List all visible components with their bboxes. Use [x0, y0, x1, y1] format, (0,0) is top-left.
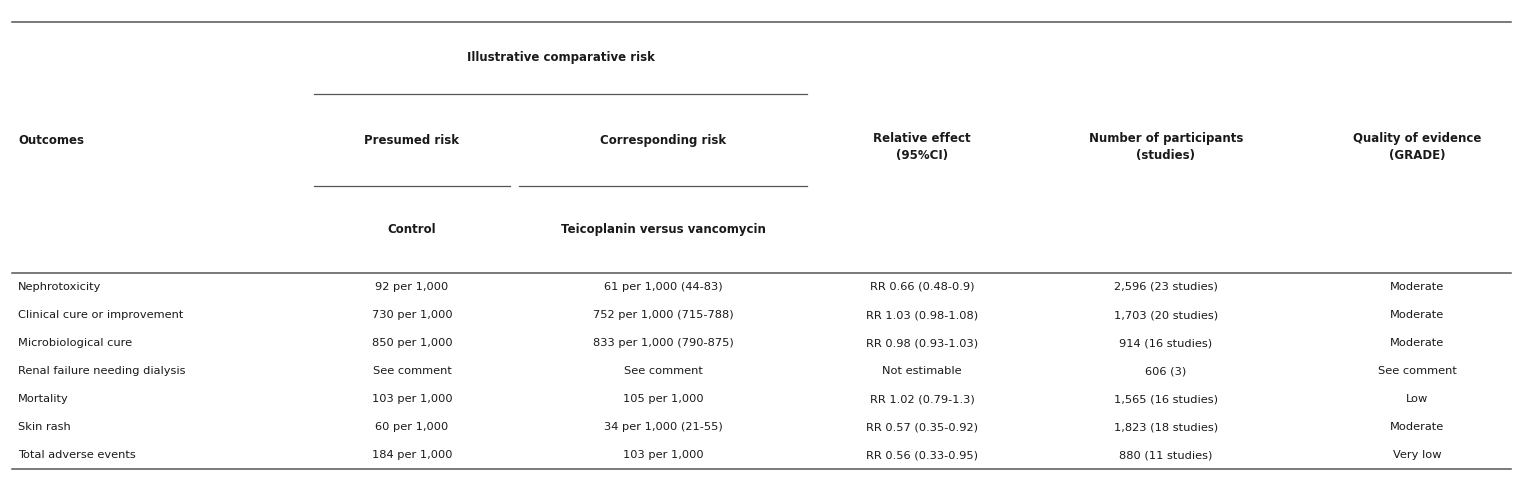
Text: RR 0.66 (0.48-0.9): RR 0.66 (0.48-0.9): [870, 282, 975, 292]
Text: Mortality: Mortality: [18, 394, 69, 404]
Text: 60 per 1,000: 60 per 1,000: [375, 422, 449, 432]
Text: RR 1.02 (0.79-1.3): RR 1.02 (0.79-1.3): [870, 394, 975, 404]
Text: Relative effect
(95%CI): Relative effect (95%CI): [873, 132, 972, 162]
Text: Renal failure needing dialysis: Renal failure needing dialysis: [18, 366, 186, 376]
Text: 103 per 1,000: 103 per 1,000: [623, 451, 704, 460]
Text: Control: Control: [388, 223, 436, 236]
Text: See comment: See comment: [373, 366, 451, 376]
Text: Total adverse events: Total adverse events: [18, 451, 136, 460]
Text: 92 per 1,000: 92 per 1,000: [375, 282, 449, 292]
Text: Presumed risk: Presumed risk: [364, 134, 460, 146]
Text: Moderate: Moderate: [1390, 310, 1444, 320]
Text: RR 0.98 (0.93-1.03): RR 0.98 (0.93-1.03): [867, 338, 978, 348]
Text: See comment: See comment: [624, 366, 702, 376]
Text: Not estimable: Not estimable: [882, 366, 963, 376]
Text: Outcomes: Outcomes: [18, 134, 84, 146]
Text: 103 per 1,000: 103 per 1,000: [372, 394, 452, 404]
Text: 730 per 1,000: 730 per 1,000: [372, 310, 452, 320]
Text: Very low: Very low: [1394, 451, 1441, 460]
Text: RR 1.03 (0.98-1.08): RR 1.03 (0.98-1.08): [867, 310, 978, 320]
Text: 105 per 1,000: 105 per 1,000: [623, 394, 704, 404]
Text: Moderate: Moderate: [1390, 338, 1444, 348]
Text: Nephrotoxicity: Nephrotoxicity: [18, 282, 102, 292]
Text: 61 per 1,000 (44-83): 61 per 1,000 (44-83): [605, 282, 722, 292]
Text: 34 per 1,000 (21-55): 34 per 1,000 (21-55): [605, 422, 722, 432]
Text: Moderate: Moderate: [1390, 282, 1444, 292]
Text: 914 (16 studies): 914 (16 studies): [1119, 338, 1212, 348]
Text: Low: Low: [1406, 394, 1429, 404]
Text: Clinical cure or improvement: Clinical cure or improvement: [18, 310, 184, 320]
Text: 880 (11 studies): 880 (11 studies): [1119, 451, 1212, 460]
Text: 606 (3): 606 (3): [1145, 366, 1186, 376]
Text: Quality of evidence
(GRADE): Quality of evidence (GRADE): [1352, 132, 1482, 162]
Text: RR 0.56 (0.33-0.95): RR 0.56 (0.33-0.95): [867, 451, 978, 460]
Text: Teicoplanin versus vancomycin: Teicoplanin versus vancomycin: [560, 223, 766, 236]
Text: Corresponding risk: Corresponding risk: [600, 134, 726, 146]
Text: See comment: See comment: [1378, 366, 1456, 376]
Text: 184 per 1,000: 184 per 1,000: [372, 451, 452, 460]
Text: 850 per 1,000: 850 per 1,000: [372, 338, 452, 348]
Text: Skin rash: Skin rash: [18, 422, 72, 432]
Text: RR 0.57 (0.35-0.92): RR 0.57 (0.35-0.92): [867, 422, 978, 432]
Text: 1,823 (18 studies): 1,823 (18 studies): [1113, 422, 1218, 432]
Text: Microbiological cure: Microbiological cure: [18, 338, 133, 348]
Text: 752 per 1,000 (715-788): 752 per 1,000 (715-788): [592, 310, 734, 320]
Text: 1,565 (16 studies): 1,565 (16 studies): [1113, 394, 1218, 404]
Text: Moderate: Moderate: [1390, 422, 1444, 432]
Text: 833 per 1,000 (790-875): 833 per 1,000 (790-875): [592, 338, 734, 348]
Text: Illustrative comparative risk: Illustrative comparative risk: [466, 52, 655, 64]
Text: 2,596 (23 studies): 2,596 (23 studies): [1113, 282, 1218, 292]
Text: Number of participants
(studies): Number of participants (studies): [1089, 132, 1243, 162]
Text: 1,703 (20 studies): 1,703 (20 studies): [1113, 310, 1218, 320]
